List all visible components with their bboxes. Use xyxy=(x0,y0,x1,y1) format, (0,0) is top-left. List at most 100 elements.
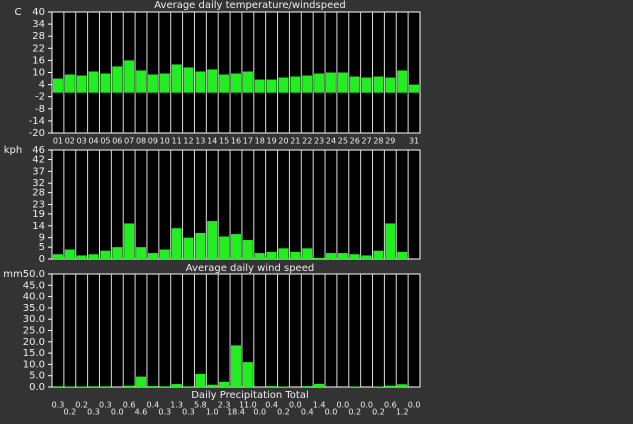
bar xyxy=(242,71,253,93)
x-tick-label: 20 xyxy=(278,137,288,146)
bar xyxy=(64,74,75,93)
bar xyxy=(52,78,63,93)
y-tick-label: 4 xyxy=(39,80,45,91)
bar xyxy=(231,345,241,387)
bar xyxy=(349,254,360,259)
bar xyxy=(195,232,206,259)
bar xyxy=(136,70,147,93)
value-label: 18.4 xyxy=(227,408,245,417)
bar xyxy=(159,73,170,93)
y-tick-label: 50.0 xyxy=(23,269,45,280)
x-tick-label: 15 xyxy=(219,137,229,146)
y-tick-label: 37 xyxy=(32,166,45,177)
value-label: 0.0 xyxy=(111,408,124,417)
bar xyxy=(100,386,111,387)
y-tick-label: 23 xyxy=(32,200,45,211)
y-tick-label: 5 xyxy=(39,242,45,253)
value-label: 5.8 xyxy=(194,401,207,410)
x-tick-label: 27 xyxy=(361,137,371,146)
bar xyxy=(385,77,396,93)
bar xyxy=(397,384,408,387)
bar xyxy=(254,79,265,93)
value-label: 4.6 xyxy=(135,408,148,417)
bar xyxy=(195,373,206,387)
value-label: 1.0 xyxy=(206,408,219,417)
value-label: 0.0 xyxy=(325,408,338,417)
bar xyxy=(171,384,182,387)
chart-title: Daily Precipitation Total xyxy=(191,390,309,401)
y-tick-label: 19 xyxy=(32,209,45,220)
x-tick-label: 16 xyxy=(231,137,241,146)
bar xyxy=(409,84,420,93)
bar xyxy=(302,75,313,93)
x-tick-label: 25 xyxy=(338,137,348,146)
value-label: 0.3 xyxy=(158,408,171,417)
value-label: 0.2 xyxy=(277,408,290,417)
x-tick-label: 09 xyxy=(148,137,158,146)
bar xyxy=(219,381,230,387)
value-label: 1.3 xyxy=(170,401,183,410)
bar xyxy=(183,67,194,93)
x-tick-label: 14 xyxy=(207,137,217,146)
y-tick-label: 28 xyxy=(32,188,45,199)
bar xyxy=(278,77,289,93)
y-tick-label: -8 xyxy=(35,104,45,115)
value-label: 0.6 xyxy=(384,401,397,410)
x-tick-label: 04 xyxy=(88,137,98,146)
bar xyxy=(147,386,158,387)
value-label: 1.4 xyxy=(313,401,326,410)
x-tick-label: 05 xyxy=(100,137,110,146)
y-tick-label: -20 xyxy=(29,128,45,139)
bar xyxy=(397,251,408,259)
bar xyxy=(397,70,408,93)
y-tick-label: 0.0 xyxy=(29,382,45,393)
value-label: 0.4 xyxy=(301,408,314,417)
bar xyxy=(100,73,111,93)
bar xyxy=(361,255,372,259)
bar xyxy=(373,76,384,93)
bar xyxy=(266,386,277,387)
value-label: 0.3 xyxy=(99,401,112,410)
bar xyxy=(325,253,336,259)
bar xyxy=(100,250,111,259)
x-tick-label: 10 xyxy=(160,137,170,146)
value-label: 0.3 xyxy=(87,408,100,417)
y-tick-label: 30.0 xyxy=(23,314,45,325)
bar xyxy=(112,66,123,93)
bar xyxy=(88,254,99,259)
bar xyxy=(314,383,325,387)
value-label: 0.0 xyxy=(289,401,302,410)
x-tick-label: 28 xyxy=(373,137,383,146)
bar xyxy=(136,376,147,387)
plot-area xyxy=(51,11,421,134)
value-label: 0.3 xyxy=(52,401,65,410)
bar xyxy=(207,69,218,93)
value-label: 2.3 xyxy=(218,401,231,410)
bar xyxy=(112,247,123,259)
bar xyxy=(302,248,313,259)
value-label: 0.4 xyxy=(265,401,278,410)
bar xyxy=(52,254,63,259)
x-tick-label: 31 xyxy=(409,137,419,146)
value-label: 0.3 xyxy=(182,408,195,417)
y-axis-label: C xyxy=(15,7,22,18)
x-tick-label: 01 xyxy=(53,137,63,146)
y-tick-label: 46 xyxy=(32,145,45,156)
bar xyxy=(88,71,99,93)
y-tick-label: 9 xyxy=(39,233,45,244)
x-tick-label: 17 xyxy=(243,137,253,146)
value-label: 0.2 xyxy=(372,408,385,417)
value-label: 0.6 xyxy=(123,401,136,410)
value-label: 11.0 xyxy=(239,401,257,410)
bar xyxy=(159,386,170,387)
bar xyxy=(88,386,99,387)
y-axis-label: kph xyxy=(4,145,22,156)
bar xyxy=(325,72,336,93)
y-tick-label: 32 xyxy=(32,178,45,189)
y-tick-label: 14 xyxy=(32,221,45,232)
bar xyxy=(266,79,277,93)
x-tick-label: 29 xyxy=(385,137,395,146)
bar xyxy=(278,248,289,259)
y-tick-label: 10 xyxy=(32,68,45,79)
bar xyxy=(349,76,360,93)
